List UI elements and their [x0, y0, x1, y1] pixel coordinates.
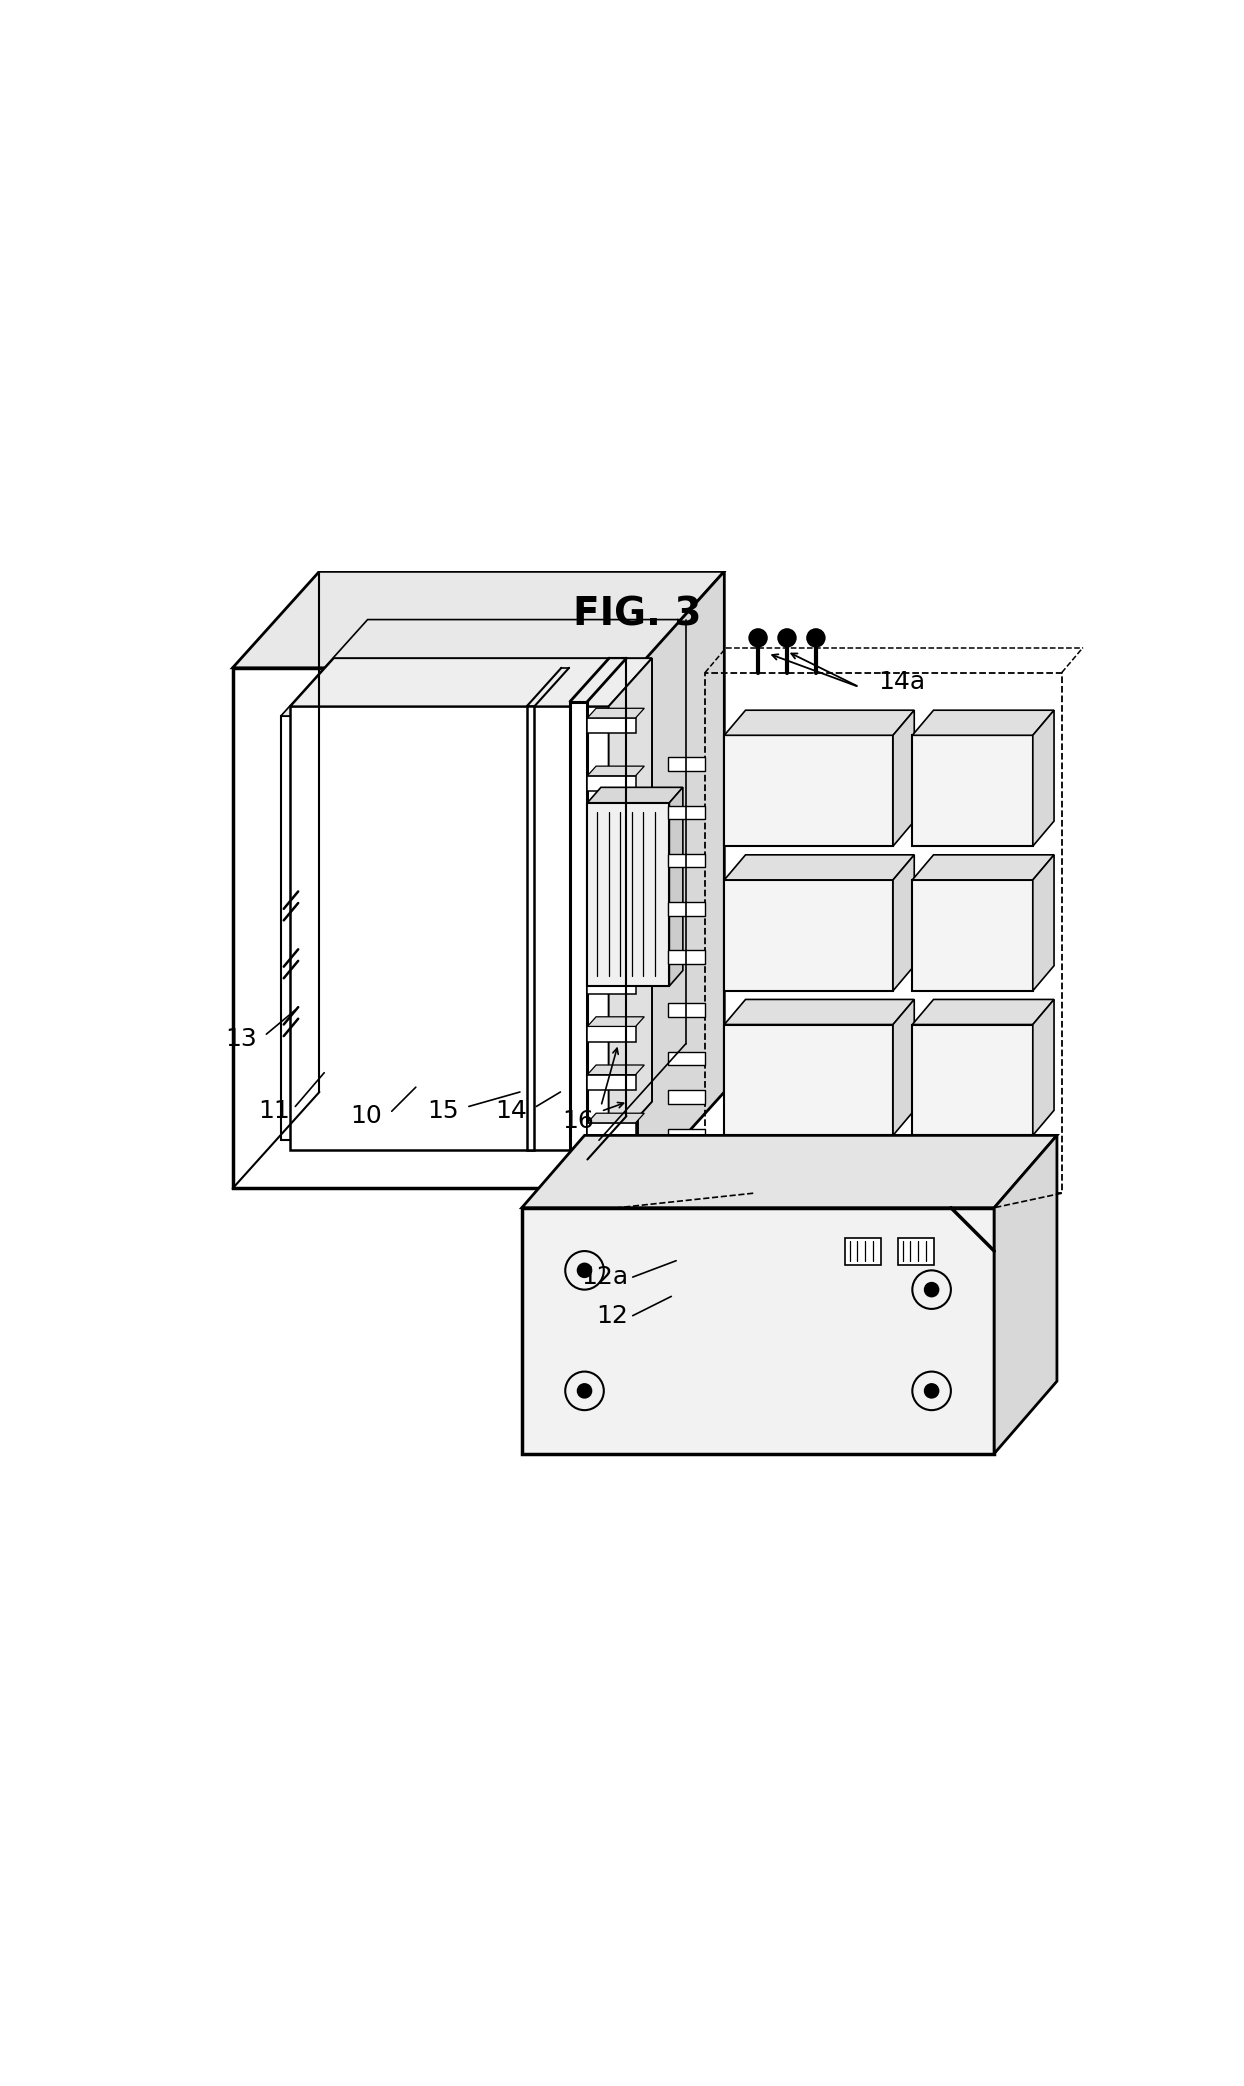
Polygon shape: [912, 999, 1054, 1024]
Polygon shape: [912, 709, 1054, 734]
Polygon shape: [912, 734, 1033, 847]
Polygon shape: [587, 968, 644, 978]
Polygon shape: [668, 1003, 705, 1016]
Text: 13: 13: [225, 1026, 256, 1051]
Polygon shape: [587, 1114, 644, 1122]
Circle shape: [577, 1264, 591, 1277]
Text: 12a: 12a: [581, 1264, 628, 1289]
Polygon shape: [898, 1237, 934, 1264]
Polygon shape: [587, 978, 636, 993]
Polygon shape: [994, 1135, 1057, 1454]
Polygon shape: [724, 999, 914, 1024]
Polygon shape: [587, 872, 636, 889]
Polygon shape: [724, 855, 914, 880]
Polygon shape: [281, 715, 600, 1141]
Polygon shape: [281, 620, 685, 715]
Polygon shape: [668, 1051, 705, 1066]
Polygon shape: [893, 999, 914, 1135]
Polygon shape: [668, 1091, 705, 1103]
Polygon shape: [587, 1026, 636, 1041]
Polygon shape: [1033, 855, 1054, 991]
Polygon shape: [668, 853, 705, 868]
Polygon shape: [522, 1135, 1057, 1208]
Polygon shape: [893, 709, 914, 847]
Polygon shape: [587, 912, 644, 920]
Polygon shape: [587, 920, 636, 937]
Polygon shape: [233, 668, 638, 1189]
Text: 15: 15: [428, 1099, 459, 1122]
Polygon shape: [587, 709, 644, 718]
Circle shape: [779, 630, 796, 647]
Polygon shape: [724, 709, 914, 734]
Polygon shape: [669, 786, 683, 987]
Polygon shape: [1033, 709, 1054, 847]
Text: 14a: 14a: [878, 670, 926, 695]
Polygon shape: [724, 1024, 893, 1135]
Text: 10: 10: [351, 1103, 382, 1129]
Polygon shape: [522, 1208, 994, 1454]
Circle shape: [924, 1385, 938, 1398]
Polygon shape: [638, 572, 724, 1189]
Text: FIG. 3: FIG. 3: [573, 595, 702, 634]
Circle shape: [607, 1181, 616, 1187]
Polygon shape: [587, 1151, 644, 1162]
Polygon shape: [668, 901, 705, 916]
Polygon shape: [587, 1162, 636, 1177]
Polygon shape: [587, 814, 644, 824]
Polygon shape: [570, 701, 587, 1160]
Polygon shape: [608, 659, 652, 1149]
Polygon shape: [1033, 999, 1054, 1135]
Polygon shape: [668, 951, 705, 964]
Circle shape: [577, 1385, 591, 1398]
Polygon shape: [587, 1066, 644, 1074]
Polygon shape: [587, 1122, 636, 1139]
Polygon shape: [526, 707, 535, 1149]
Polygon shape: [587, 824, 636, 839]
Polygon shape: [668, 757, 705, 772]
Polygon shape: [587, 786, 683, 803]
Circle shape: [807, 630, 825, 647]
Text: 14: 14: [495, 1099, 526, 1122]
Polygon shape: [291, 659, 652, 707]
Polygon shape: [233, 572, 724, 668]
Polygon shape: [893, 855, 914, 991]
Polygon shape: [724, 880, 893, 991]
Polygon shape: [291, 707, 608, 1149]
Polygon shape: [587, 862, 644, 872]
Polygon shape: [912, 855, 1054, 880]
Polygon shape: [668, 805, 705, 820]
Polygon shape: [587, 776, 636, 791]
Text: 16: 16: [562, 1110, 595, 1133]
Text: 12: 12: [596, 1304, 628, 1327]
Circle shape: [924, 1283, 938, 1295]
Text: 11: 11: [259, 1099, 291, 1122]
Polygon shape: [724, 734, 893, 847]
Polygon shape: [587, 766, 644, 776]
Circle shape: [749, 630, 766, 647]
Polygon shape: [587, 718, 636, 734]
Polygon shape: [587, 1016, 644, 1026]
Polygon shape: [912, 880, 1033, 991]
Polygon shape: [587, 1074, 636, 1091]
Polygon shape: [587, 803, 669, 987]
Polygon shape: [668, 1129, 705, 1143]
Polygon shape: [845, 1237, 882, 1264]
Polygon shape: [912, 1024, 1033, 1135]
